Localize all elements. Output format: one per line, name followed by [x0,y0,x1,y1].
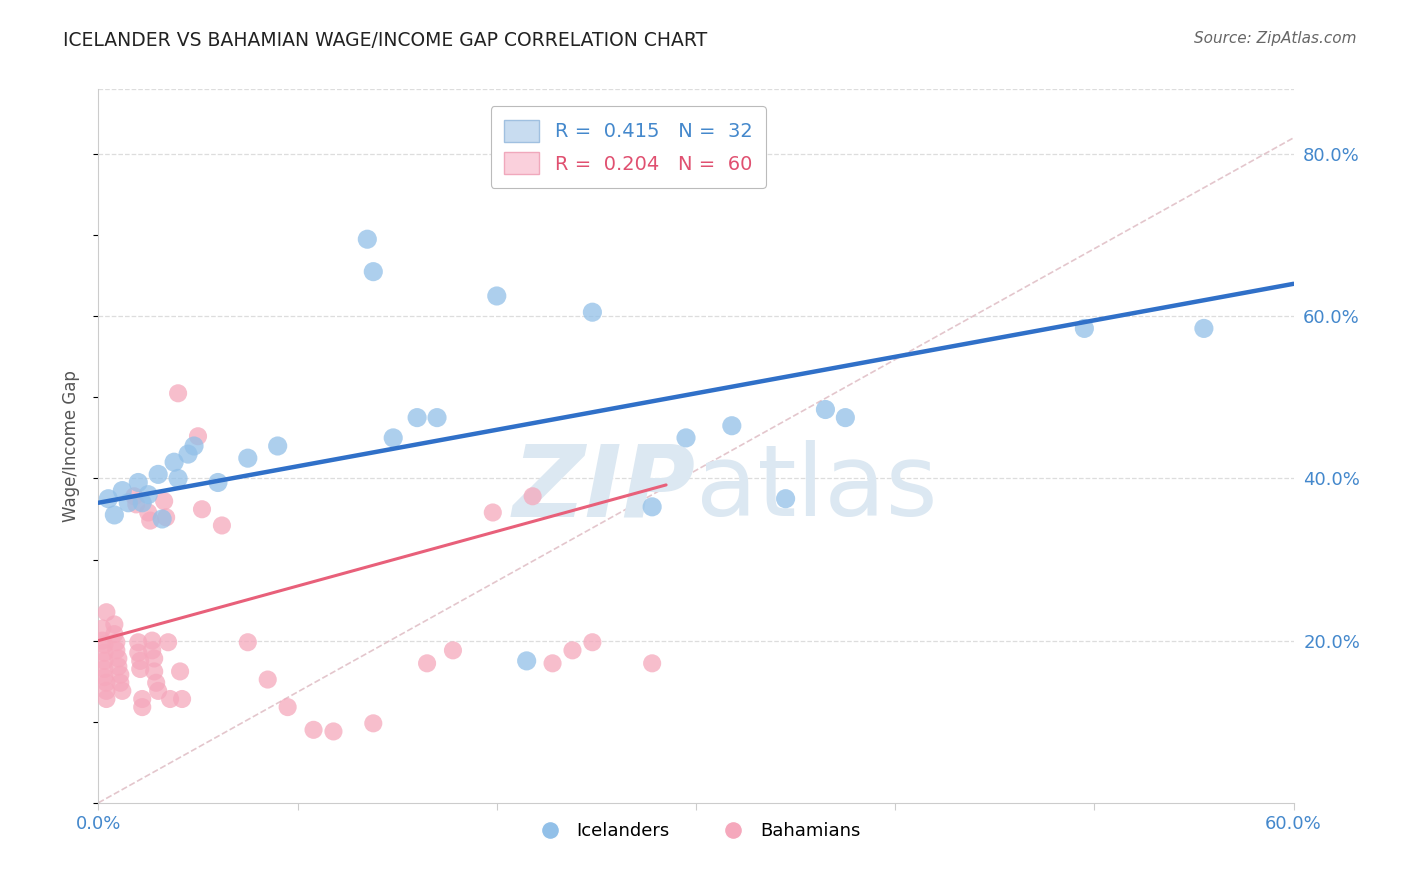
Point [111,684,134,698]
Point [96,605,118,619]
Point [136,506,159,520]
Point [207,475,229,490]
Point [93,646,115,660]
Point [103,627,125,641]
Point [356,232,378,246]
Point [96,675,118,690]
Point [277,700,299,714]
Point [191,502,214,516]
Point [522,489,544,503]
Point [302,723,325,737]
Point [169,665,191,679]
Point [93,670,115,684]
Point [167,471,190,485]
Point [131,496,153,510]
Point [363,716,385,731]
Point [136,488,159,502]
Point [163,455,186,469]
Point [96,692,118,706]
Point [139,514,162,528]
Point [721,418,744,433]
Point [117,496,139,510]
Point [93,638,115,652]
Point [157,635,180,649]
Point [91,622,114,636]
Point [127,646,149,660]
Point [236,451,259,466]
Point [143,651,166,665]
Point [125,497,148,511]
Point [1192,321,1215,335]
Point [145,675,167,690]
Y-axis label: Wage/Income Gap: Wage/Income Gap [62,370,80,522]
Point [426,410,449,425]
Point [148,684,170,698]
Point [482,506,505,520]
Point [236,635,259,649]
Point [406,410,429,425]
Point [561,643,583,657]
Point [110,667,132,681]
Text: ICELANDER VS BAHAMIAN WAGE/INCOME GAP CORRELATION CHART: ICELANDER VS BAHAMIAN WAGE/INCOME GAP CO… [63,31,707,50]
Point [177,447,200,461]
Point [107,659,129,673]
Point [103,508,125,522]
Point [143,665,166,679]
Point [416,657,439,671]
Point [581,305,603,319]
Point [814,402,837,417]
Point [111,483,134,498]
Point [183,439,205,453]
Point [129,654,152,668]
Point [91,633,114,648]
Point [641,657,664,671]
Point [153,494,176,508]
Point [105,643,128,657]
Point [775,491,797,506]
Point [256,673,278,687]
Point [127,635,149,649]
Point [93,662,115,676]
Point [127,475,149,490]
Point [110,675,132,690]
Point [105,635,128,649]
Point [541,657,564,671]
Point [211,518,233,533]
Legend: Icelanders, Bahamians: Icelanders, Bahamians [524,815,868,847]
Point [141,633,163,648]
Point [124,489,146,503]
Point [675,431,697,445]
Point [641,500,664,514]
Text: Source: ZipAtlas.com: Source: ZipAtlas.com [1194,31,1357,46]
Point [97,491,120,506]
Text: atlas: atlas [696,441,938,537]
Point [155,510,177,524]
Point [834,410,856,425]
Point [485,289,508,303]
Point [141,643,163,657]
Point [159,692,181,706]
Point [172,692,194,706]
Point [129,662,152,676]
Point [131,692,153,706]
Point [107,651,129,665]
Point [382,431,405,445]
Point [148,467,170,482]
Point [96,684,118,698]
Point [1073,321,1095,335]
Point [131,700,153,714]
Point [581,635,603,649]
Point [103,617,125,632]
Point [150,512,173,526]
Point [187,429,209,443]
Point [167,386,190,401]
Point [363,265,385,279]
Point [322,724,344,739]
Point [441,643,464,657]
Point [267,439,290,453]
Text: ZIP: ZIP [513,441,696,537]
Point [516,654,538,668]
Point [93,654,115,668]
